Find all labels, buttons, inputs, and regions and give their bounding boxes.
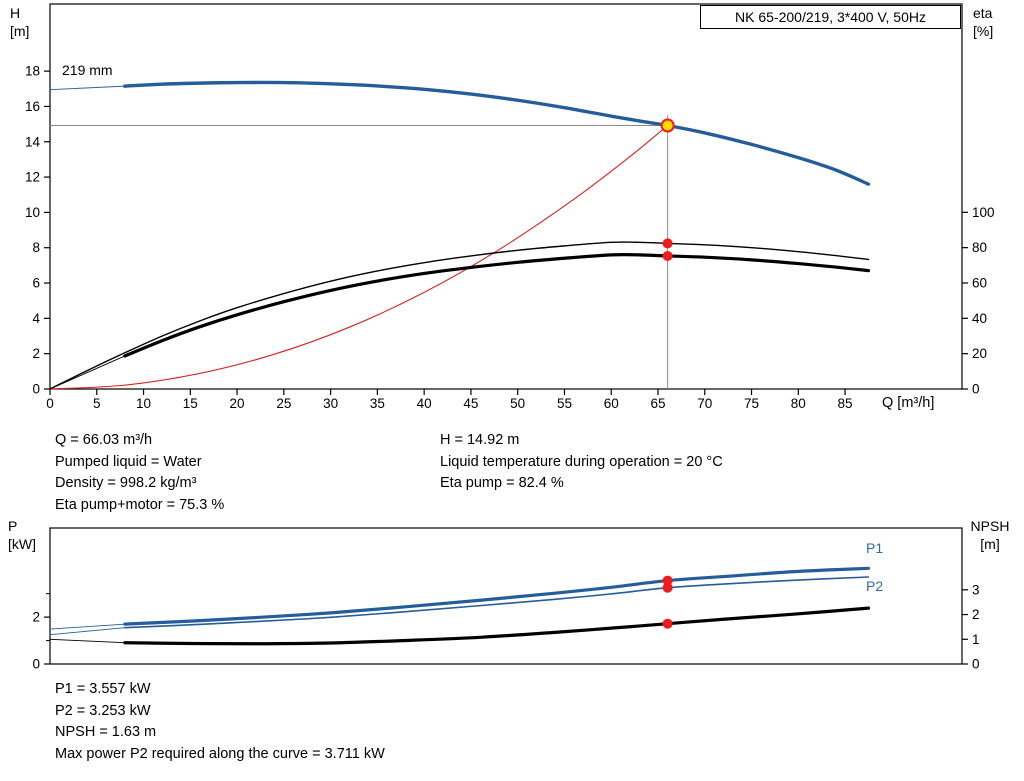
svg-text:0: 0: [46, 396, 54, 411]
pump-title-box: NK 65-200/219, 3*400 V, 50Hz: [700, 5, 961, 29]
q-axis-label: Q [m³/h]: [882, 395, 935, 411]
p2-curve-label: P2: [866, 578, 884, 594]
svg-text:65: 65: [650, 396, 665, 411]
info-line: Density = 998.2 kg/m³: [55, 475, 197, 491]
svg-text:2: 2: [972, 607, 980, 622]
svg-text:0: 0: [32, 382, 40, 397]
h-axis-unit: [m]: [10, 23, 30, 39]
svg-text:15: 15: [183, 396, 198, 411]
hq-chart-svg: 0 5 10 15 20 25 30 35 40 45 50 55 60 65 70 75 80 85 0 2 4 6 8 1…: [25, 3, 995, 411]
impeller-diameter-label: 219 mm: [62, 62, 113, 78]
eta-axis-symbol: eta: [973, 5, 993, 21]
svg-text:8: 8: [32, 240, 40, 255]
svg-text:25: 25: [276, 396, 291, 411]
svg-text:10: 10: [25, 205, 40, 220]
p-axis-symbol: P: [8, 518, 18, 534]
svg-text:12: 12: [25, 170, 40, 185]
info-line: Pumped liquid = Water: [55, 453, 202, 470]
svg-text:60: 60: [604, 396, 619, 411]
svg-text:18: 18: [25, 64, 40, 79]
svg-text:80: 80: [972, 240, 987, 255]
svg-text:0: 0: [972, 382, 980, 397]
h-axis-title: H [m]: [10, 4, 29, 40]
info-line: Liquid temperature during operation = 20…: [440, 453, 723, 470]
svg-text:4: 4: [32, 311, 40, 326]
duty-info-left: Q = 66.03 m³/h Pumped liquid = Water Den…: [55, 430, 224, 516]
svg-text:80: 80: [791, 396, 806, 411]
svg-text:5: 5: [93, 396, 101, 411]
info-line: H = 14.92 m: [440, 432, 520, 448]
power-info: P1 = 3.557 kW P2 = 3.253 kW NPSH = 1.63 …: [55, 679, 385, 765]
svg-text:14: 14: [25, 134, 41, 149]
svg-text:1: 1: [972, 632, 980, 647]
svg-text:40: 40: [972, 311, 987, 326]
info-line: Eta pump = 82.4 %: [440, 475, 564, 491]
svg-text:75: 75: [744, 396, 759, 411]
svg-text:70: 70: [697, 396, 712, 411]
p1-curve-label: P1: [866, 540, 884, 556]
svg-text:100: 100: [972, 205, 995, 220]
svg-text:20: 20: [972, 346, 987, 361]
svg-text:85: 85: [838, 396, 853, 411]
svg-text:0: 0: [32, 657, 40, 672]
svg-text:55: 55: [557, 396, 572, 411]
svg-text:16: 16: [25, 99, 40, 114]
svg-text:60: 60: [972, 275, 987, 290]
eta-axis-unit: [%]: [973, 23, 994, 39]
p-axis-title: P [kW]: [8, 517, 36, 553]
svg-text:45: 45: [463, 396, 478, 411]
svg-text:40: 40: [417, 396, 432, 411]
svg-text:2: 2: [32, 346, 40, 361]
npsh-axis-unit: [m]: [980, 536, 1000, 552]
svg-text:50: 50: [510, 396, 525, 411]
h-axis-symbol: H: [10, 5, 21, 21]
p-axis-unit: [kW]: [8, 536, 36, 552]
npsh-axis-title: NPSH [m]: [966, 517, 1014, 553]
svg-text:10: 10: [136, 396, 151, 411]
svg-text:20: 20: [230, 396, 245, 411]
info-line: Q = 66.03 m³/h: [55, 432, 153, 448]
svg-text:2: 2: [32, 610, 40, 625]
svg-text:3: 3: [972, 582, 980, 597]
info-line: Eta pump+motor = 75.3 %: [55, 496, 225, 513]
info-line: P1 = 3.557 kW: [55, 681, 151, 697]
duty-info-right: H = 14.92 m Liquid temperature during op…: [440, 430, 723, 495]
eta-axis-title: eta [%]: [973, 4, 993, 40]
info-line: P2 = 3.253 kW: [55, 702, 151, 719]
svg-text:35: 35: [370, 396, 385, 411]
svg-text:6: 6: [32, 276, 40, 291]
info-line: NPSH = 1.63 m: [55, 724, 157, 740]
svg-text:0: 0: [972, 657, 980, 672]
svg-text:30: 30: [323, 396, 338, 411]
info-line: Max power P2 required along the curve = …: [55, 745, 385, 762]
npsh-axis-symbol: NPSH: [970, 518, 1010, 534]
power-npsh-chart-svg: 0 2 0 1 2 3: [32, 527, 980, 672]
